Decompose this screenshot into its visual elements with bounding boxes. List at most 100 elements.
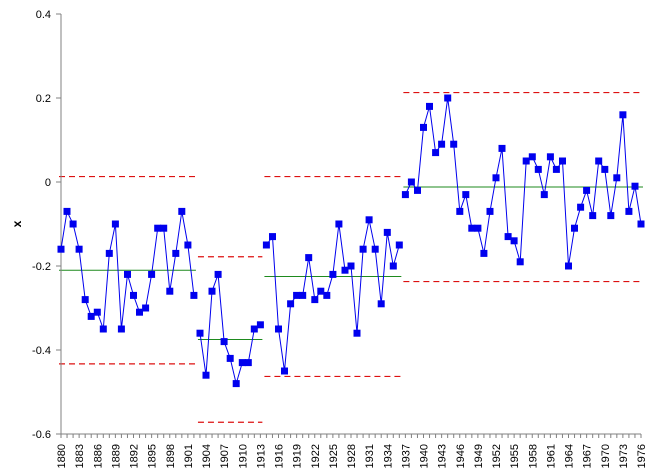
data-point [232, 380, 240, 388]
data-point [607, 212, 615, 220]
x-tick-label: 1964 [564, 444, 576, 468]
data-point [190, 291, 198, 299]
x-tick-label: 1946 [455, 444, 467, 468]
data-point [498, 144, 506, 152]
data-point [414, 186, 421, 194]
data-point [589, 212, 597, 220]
data-point [111, 220, 119, 228]
x-tick-label: 1928 [346, 444, 358, 468]
data-point [504, 233, 512, 241]
data-point [299, 291, 307, 299]
series-line [404, 97, 642, 267]
x-tick-label: 1919 [292, 444, 304, 468]
data-point [124, 270, 131, 278]
x-tick-label: 1937 [400, 444, 412, 468]
data-point [619, 111, 627, 119]
y-tick-label: 0 [45, 177, 51, 189]
data-point [407, 178, 415, 186]
y-tick-label: -0.2 [32, 261, 51, 273]
x-tick-label: 1886 [92, 444, 104, 468]
series-x [57, 94, 645, 388]
x-tick-label: 1934 [382, 444, 394, 468]
data-point [552, 165, 560, 173]
data-point [93, 308, 101, 316]
data-point [365, 216, 373, 224]
data-point [601, 165, 609, 173]
x-tick-label: 1958 [527, 444, 539, 468]
x-tick-label: 1931 [364, 444, 376, 468]
data-point [420, 123, 427, 131]
x-tick-label: 1895 [147, 444, 159, 468]
data-point [534, 165, 542, 173]
data-point [438, 140, 446, 148]
x-axis-ticks: 1880 1883 1886 1889 1892 1895 1898 1901 1904 1907… [56, 434, 648, 468]
data-point [456, 207, 464, 215]
data-point [637, 220, 645, 228]
data-point [468, 224, 476, 232]
data-point [462, 191, 470, 199]
data-point [81, 296, 89, 304]
x-tick-label: 1907 [219, 444, 231, 468]
x-tick-label: 1916 [274, 444, 286, 468]
data-point [220, 338, 228, 346]
data-point [492, 174, 500, 182]
x-tick-label: 1913 [255, 444, 267, 468]
data-point [335, 220, 343, 228]
data-point [105, 249, 113, 257]
data-point [202, 371, 210, 379]
data-point [293, 291, 301, 299]
x-tick-label: 1940 [419, 444, 431, 468]
x-tick-label: 1883 [74, 444, 86, 468]
control-limit-lines [59, 91, 643, 423]
data-point [341, 266, 349, 274]
x-tick-label: 1880 [56, 444, 68, 468]
data-point [311, 296, 319, 304]
data-point [244, 359, 252, 367]
data-point [577, 203, 585, 211]
data-point [166, 287, 174, 295]
data-point [130, 291, 137, 299]
data-point [305, 254, 313, 262]
data-point [184, 241, 192, 249]
y-axis-ticks: -0.6 -0.4 -0.2 0 0.2 0.4 [32, 9, 61, 441]
data-point [432, 149, 440, 157]
data-point [377, 300, 385, 308]
y-tick-label: -0.4 [32, 345, 51, 357]
series-line [265, 219, 400, 372]
x-tick-label: 1925 [328, 444, 340, 468]
data-point [69, 220, 77, 228]
data-point [317, 287, 325, 295]
x-tick-label: 1943 [437, 444, 449, 468]
data-point [528, 153, 536, 161]
data-point [57, 245, 65, 253]
data-point [87, 312, 95, 320]
x-tick-label: 1961 [545, 444, 557, 468]
data-point [389, 262, 397, 270]
data-point [444, 94, 452, 102]
data-point [522, 157, 530, 165]
data-point [510, 237, 518, 245]
data-point [571, 224, 578, 232]
y-tick-label: 0.2 [36, 93, 51, 105]
x-tick-label: 1910 [237, 444, 249, 468]
x-tick-label: 1955 [509, 444, 521, 468]
x-tick-label: 1970 [600, 444, 612, 468]
data-point [269, 233, 276, 241]
data-point [559, 157, 566, 165]
data-point [323, 291, 331, 299]
data-point [172, 249, 180, 257]
axes [60, 14, 641, 435]
data-point [117, 325, 125, 333]
data-point [287, 300, 295, 308]
data-point [474, 224, 482, 232]
data-point [516, 258, 524, 266]
data-point [136, 308, 143, 316]
y-tick-label: 0.4 [36, 9, 51, 21]
data-point [450, 140, 458, 148]
data-point [426, 102, 433, 110]
x-tick-label: 1889 [110, 444, 122, 468]
data-point [238, 359, 246, 367]
data-point [63, 207, 71, 215]
x-tick-label: 1952 [491, 444, 503, 468]
x-tick-label: 1892 [129, 444, 141, 468]
